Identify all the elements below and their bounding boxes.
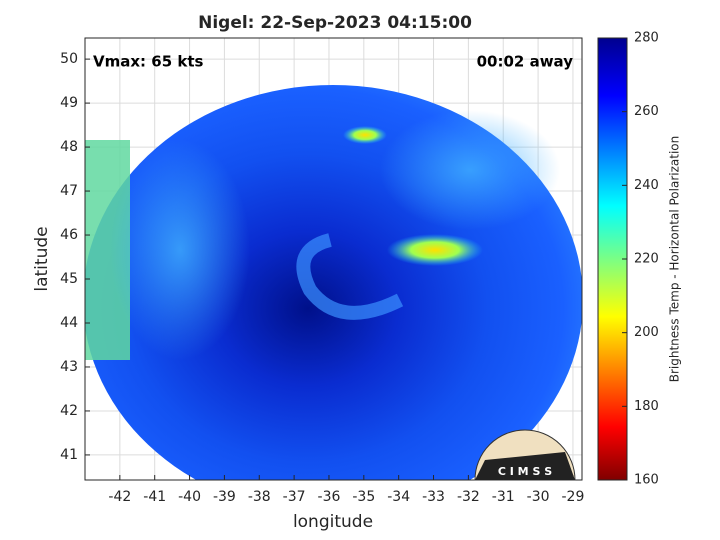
x-axis-label: longitude — [293, 512, 373, 532]
plot-frame — [84, 37, 583, 481]
y-tick-label: 43 — [60, 359, 78, 375]
warm-feature — [343, 126, 387, 144]
x-tick-label: -29 — [562, 489, 585, 505]
annotation: 00:02 away — [477, 53, 574, 71]
colorbar-tick-label: 180 — [634, 399, 659, 414]
x-tick-label: -33 — [422, 489, 445, 505]
y-tick-label: 49 — [60, 95, 78, 111]
x-tick-label: -36 — [318, 489, 341, 505]
satellite-image — [85, 85, 582, 480]
y-tick-label: 48 — [60, 139, 78, 155]
colorbar-tick-label: 220 — [634, 252, 659, 267]
x-tick-label: -32 — [457, 489, 480, 505]
y-tick-label: 41 — [60, 447, 78, 463]
colorbar-tick-label: 200 — [634, 325, 659, 340]
y-tick-label: 46 — [60, 227, 78, 243]
logo-text: C I M S S — [498, 465, 552, 478]
annotation: Vmax: 65 kts — [93, 53, 203, 71]
colorbar-label: Brightness Temp - Horizontal Polarizatio… — [668, 136, 682, 383]
y-axis-label: latitude — [32, 226, 52, 291]
logo: C I M S S — [474, 429, 576, 481]
x-tick-label: -31 — [492, 489, 515, 505]
colorbar-tick-label: 240 — [634, 178, 659, 193]
x-tick-label: -41 — [143, 489, 166, 505]
logo-building — [475, 452, 575, 480]
spiral-band — [296, 233, 404, 320]
chart-title: Nigel: 22-Sep-2023 04:15:00 — [198, 13, 472, 33]
x-tick-label: -42 — [108, 489, 131, 505]
x-tick-label: -30 — [527, 489, 550, 505]
x-tick-label: -39 — [213, 489, 236, 505]
colorbar-tick-label: 260 — [634, 104, 659, 119]
x-tick-label: -35 — [352, 489, 375, 505]
x-tick-label: -37 — [283, 489, 306, 505]
colorbar-tick-label: 160 — [634, 473, 659, 488]
cloud-band — [110, 140, 250, 360]
y-tick-label: 47 — [60, 183, 78, 199]
x-tick-label: -38 — [248, 489, 271, 505]
x-tick-label: -34 — [387, 489, 410, 505]
y-tick-label: 42 — [60, 403, 78, 419]
colorbar-tick-label: 280 — [634, 31, 659, 46]
y-tick-label: 44 — [60, 315, 78, 331]
warm-feature — [387, 234, 483, 266]
y-tick-label: 45 — [60, 271, 78, 287]
y-tick-label: 50 — [60, 51, 78, 67]
x-tick-label: -40 — [178, 489, 201, 505]
cloud-band — [380, 110, 560, 230]
